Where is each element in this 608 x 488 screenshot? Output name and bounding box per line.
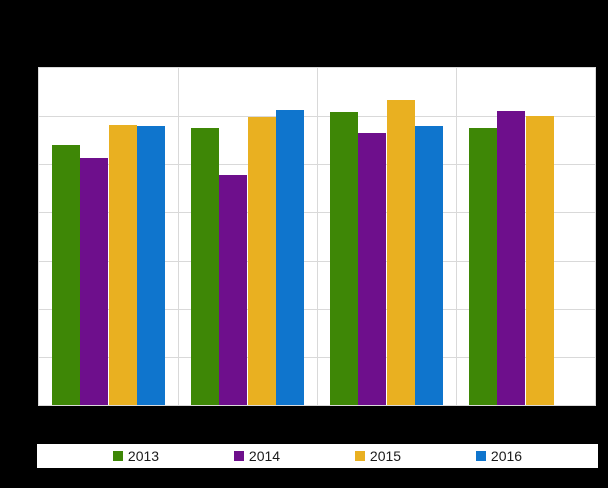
- legend-item-2013[interactable]: 2013: [76, 444, 197, 468]
- legend-label-2016: 2016: [490, 448, 523, 464]
- legend-swatch-2015-icon: [354, 451, 365, 461]
- v-gridline: [178, 68, 179, 405]
- legend-item-2014[interactable]: 2014: [197, 444, 318, 468]
- bar-2015-cat1[interactable]: [108, 124, 137, 405]
- bar-2014-cat3[interactable]: [358, 132, 387, 405]
- v-gridline: [456, 68, 457, 405]
- legend-label-2015: 2015: [369, 448, 402, 464]
- legend-label-2014: 2014: [248, 448, 281, 464]
- legend-item-2015[interactable]: 2015: [318, 444, 439, 468]
- v-gridline: [317, 68, 318, 405]
- bar-2016-cat3[interactable]: [414, 126, 444, 405]
- legend-swatch-2016-icon: [475, 451, 486, 461]
- bar-2015-cat3[interactable]: [386, 100, 415, 405]
- bar-2013-cat2[interactable]: [190, 127, 220, 405]
- bar-2013-cat1[interactable]: [51, 145, 81, 405]
- legend-label-2013: 2013: [127, 448, 160, 464]
- plot-area: [38, 67, 596, 406]
- bar-2014-cat4[interactable]: [497, 110, 526, 405]
- legend-swatch-2014-icon: [233, 451, 244, 461]
- legend: 2013 2014 2015 2016: [37, 444, 598, 468]
- bar-2015-cat4[interactable]: [525, 115, 554, 405]
- bar-2013-cat3[interactable]: [329, 111, 359, 405]
- legend-swatch-2013-icon: [112, 451, 123, 461]
- bar-2015-cat2[interactable]: [247, 116, 276, 405]
- bar-2013-cat4[interactable]: [468, 128, 498, 405]
- legend-item-2016[interactable]: 2016: [439, 444, 560, 468]
- bar-2014-cat1[interactable]: [80, 158, 109, 405]
- bar-2014-cat2[interactable]: [219, 175, 248, 405]
- bar-2016-cat1[interactable]: [136, 125, 166, 405]
- bar-2016-cat2[interactable]: [275, 110, 305, 405]
